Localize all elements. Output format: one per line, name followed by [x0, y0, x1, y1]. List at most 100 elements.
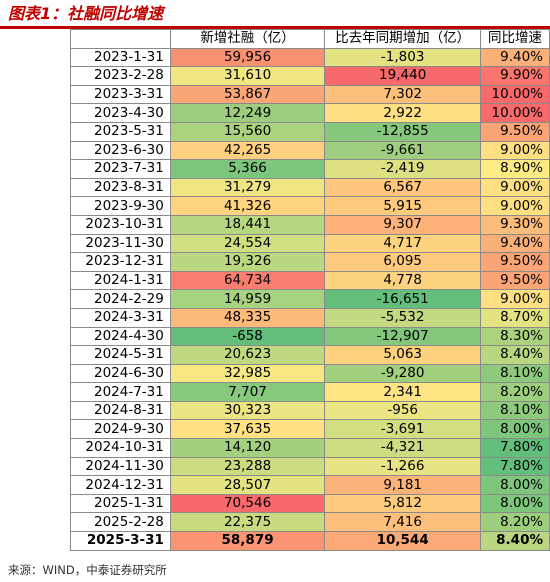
social-financing-table: 新增社融（亿） 比去年同期增加（亿） 同比增速 2023-1-31 59,956-…: [70, 29, 550, 551]
row-yoy-growth: 9.00%: [480, 177, 550, 198]
table-row: 2024-4-30 -658 -12,907 8.30%: [70, 326, 550, 347]
row-yoy-growth: 9.00%: [480, 196, 550, 216]
row-new-financing: 70,546: [169, 493, 326, 514]
row-yoy-increase: 10,544: [324, 531, 482, 551]
row-yoy-growth: 8.40%: [480, 531, 550, 551]
row-yoy-increase: 5,812: [324, 493, 482, 514]
row-date: 2023-4-30: [70, 103, 171, 123]
row-yoy-growth: 8.70%: [480, 307, 550, 328]
row-yoy-increase: -956: [324, 400, 482, 421]
row-date: 2024-4-30: [70, 326, 171, 347]
table-row: 2024-6-30 32,985 -9,280 8.10%: [70, 363, 550, 384]
table-row: 2024-9-30 37,635 -3,691 8.00%: [70, 419, 550, 440]
header-new-financing: 新增社融（亿）: [169, 29, 326, 49]
row-new-financing: 30,323: [169, 400, 326, 421]
row-yoy-growth: 9.00%: [480, 289, 550, 309]
table-row: 2023-11-30 24,554 4,717 9.40%: [70, 233, 550, 254]
row-date: 2024-9-30: [70, 419, 171, 440]
figure-title: 图表1：社融同比增速: [8, 4, 164, 23]
row-yoy-growth: 9.50%: [480, 270, 550, 291]
row-date: 2023-7-31: [70, 159, 171, 179]
table-row: 2023-1-31 59,956 -1,803 9.40%: [70, 47, 550, 68]
row-date: 2023-1-31: [70, 47, 171, 68]
row-yoy-increase: 6,095: [324, 252, 482, 272]
row-yoy-increase: -1,803: [324, 47, 482, 68]
row-new-financing: 37,635: [169, 419, 326, 440]
row-date: 2024-7-31: [70, 382, 171, 402]
header-yoy-growth: 同比增速: [480, 29, 550, 49]
row-yoy-growth: 9.50%: [480, 252, 550, 272]
table-row: 2023-5-31 15,560 -12,855 9.50%: [70, 121, 550, 142]
table-row: 2025-1-31 70,546 5,812 8.00%: [70, 493, 550, 514]
row-yoy-increase: 5,063: [324, 345, 482, 365]
table-row: 2024-10-31 14,120 -4,321 7.80%: [70, 438, 550, 458]
row-new-financing: 41,326: [169, 196, 326, 216]
table-row: 2025-3-31 58,879 10,544 8.40%: [70, 531, 550, 551]
row-new-financing: 31,279: [169, 177, 326, 198]
row-new-financing: 58,879: [169, 531, 326, 551]
row-yoy-increase: -9,661: [324, 140, 482, 161]
row-yoy-increase: -4,321: [324, 438, 482, 458]
row-new-financing: 23,288: [169, 456, 326, 477]
row-yoy-increase: 9,181: [324, 475, 482, 495]
row-new-financing: 20,623: [169, 345, 326, 365]
row-yoy-growth: 8.00%: [480, 493, 550, 514]
row-date: 2024-8-31: [70, 400, 171, 421]
row-yoy-growth: 9.30%: [480, 214, 550, 235]
table-row: 2023-4-30 12,249 2,922 10.00%: [70, 103, 550, 123]
row-date: 2025-2-28: [70, 512, 171, 533]
row-new-financing: 24,554: [169, 233, 326, 254]
table-row: 2023-9-30 41,326 5,915 9.00%: [70, 196, 550, 216]
row-new-financing: 31,610: [169, 66, 326, 86]
row-new-financing: 14,959: [169, 289, 326, 309]
row-new-financing: 28,507: [169, 475, 326, 495]
row-yoy-growth: 9.90%: [480, 66, 550, 86]
row-new-financing: 48,335: [169, 307, 326, 328]
row-yoy-growth: 10.00%: [480, 84, 550, 105]
row-date: 2024-11-30: [70, 456, 171, 477]
row-yoy-growth: 8.90%: [480, 159, 550, 179]
row-yoy-growth: 9.40%: [480, 233, 550, 254]
row-date: 2024-1-31: [70, 270, 171, 291]
row-yoy-increase: 2,922: [324, 103, 482, 123]
row-new-financing: -658: [169, 326, 326, 347]
row-yoy-growth: 8.10%: [480, 363, 550, 384]
table-row: 2024-3-31 48,335 -5,532 8.70%: [70, 307, 550, 328]
row-date: 2023-2-28: [70, 66, 171, 86]
row-yoy-increase: -2,419: [324, 159, 482, 179]
row-new-financing: 22,375: [169, 512, 326, 533]
row-yoy-growth: 8.00%: [480, 475, 550, 495]
row-yoy-increase: -9,280: [324, 363, 482, 384]
row-yoy-increase: -5,532: [324, 307, 482, 328]
row-date: 2023-9-30: [70, 196, 171, 216]
table-row: 2023-7-31 5,366 -2,419 8.90%: [70, 159, 550, 179]
row-new-financing: 7,707: [169, 382, 326, 402]
row-yoy-increase: 5,915: [324, 196, 482, 216]
row-date: 2024-12-31: [70, 475, 171, 495]
row-date: 2024-2-29: [70, 289, 171, 309]
row-yoy-growth: 7.80%: [480, 456, 550, 477]
row-date: 2023-3-31: [70, 84, 171, 105]
row-new-financing: 53,867: [169, 84, 326, 105]
title-rule: [0, 26, 550, 29]
row-yoy-increase: -1,266: [324, 456, 482, 477]
row-date: 2023-12-31: [70, 252, 171, 272]
row-yoy-increase: -16,651: [324, 289, 482, 309]
table-row: 2024-1-31 64,734 4,778 9.50%: [70, 270, 550, 291]
row-yoy-increase: 4,717: [324, 233, 482, 254]
row-new-financing: 18,441: [169, 214, 326, 235]
row-date: 2025-1-31: [70, 493, 171, 514]
row-yoy-increase: 7,302: [324, 84, 482, 105]
row-yoy-increase: -12,855: [324, 121, 482, 142]
row-yoy-increase: 7,416: [324, 512, 482, 533]
table-row: 2024-7-31 7,707 2,341 8.20%: [70, 382, 550, 402]
table-row: 2024-2-29 14,959 -16,651 9.00%: [70, 289, 550, 309]
row-yoy-increase: 9,307: [324, 214, 482, 235]
row-new-financing: 14,120: [169, 438, 326, 458]
row-yoy-increase: -3,691: [324, 419, 482, 440]
row-yoy-increase: 19,440: [324, 66, 482, 86]
row-date: 2024-3-31: [70, 307, 171, 328]
row-yoy-growth: 7.80%: [480, 438, 550, 458]
header-yoy-increase: 比去年同期增加（亿）: [324, 29, 482, 49]
row-date: 2024-10-31: [70, 438, 171, 458]
